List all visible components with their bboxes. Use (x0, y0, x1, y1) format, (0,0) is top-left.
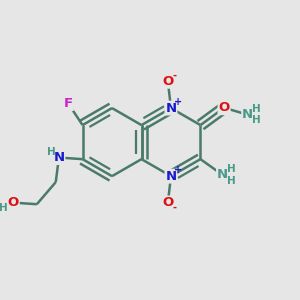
Text: N: N (165, 102, 176, 115)
Text: O: O (218, 101, 230, 114)
Text: +: + (174, 166, 182, 176)
Text: N: N (165, 170, 176, 183)
Text: +: + (174, 98, 182, 107)
Text: N: N (242, 108, 253, 121)
Text: H: H (227, 176, 236, 186)
Text: N: N (217, 168, 228, 182)
Text: O: O (162, 196, 173, 209)
Text: O: O (162, 75, 173, 88)
Text: H: H (252, 104, 261, 114)
Text: O: O (8, 196, 19, 209)
Text: H: H (46, 147, 56, 157)
Text: -: - (173, 203, 177, 213)
Text: F: F (64, 97, 73, 110)
Text: H: H (252, 116, 261, 125)
Text: H: H (227, 164, 236, 174)
Text: N: N (53, 151, 64, 164)
Text: -: - (173, 70, 177, 81)
Text: H: H (0, 203, 8, 213)
